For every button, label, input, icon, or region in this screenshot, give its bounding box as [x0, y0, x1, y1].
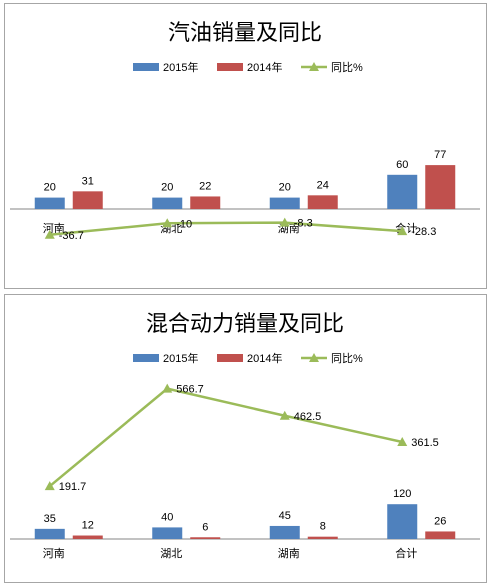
- legend-label-2015: 2015年: [163, 351, 198, 365]
- bar-label-2015: 120: [393, 488, 411, 500]
- plot-area: 35 12 河南 40 6 湖北 45 8 湖南 120 26 合计 191.7 566.7 462.5 36…: [10, 383, 480, 560]
- bar-label-2015: 60: [396, 159, 408, 171]
- bar-label-2014: 22: [199, 180, 211, 192]
- yoy-marker: [162, 218, 173, 228]
- bar-label-2014: 24: [317, 179, 329, 191]
- bar-2014: [72, 191, 103, 209]
- bar-2014: [425, 165, 456, 209]
- bar-2014: [425, 531, 456, 539]
- yoy-label: 462.5: [294, 411, 322, 423]
- bar-2015: [269, 525, 300, 539]
- legend-label-yoy: 同比%: [331, 352, 363, 365]
- yoy-marker: [279, 410, 290, 420]
- yoy-label: 361.5: [411, 437, 439, 449]
- yoy-label: 566.7: [176, 384, 204, 396]
- bar-label-2015: 20: [279, 182, 291, 194]
- hybrid-chart-panel: 混合动力销量及同比 2015年 2014年 同比% 35 12 河南 40 6 湖北 45 8…: [4, 294, 487, 583]
- yoy-label: 191.7: [59, 481, 87, 493]
- category-label: 湖南: [278, 547, 300, 560]
- yoy-label: -8.3: [294, 218, 313, 230]
- yoy-marker: [44, 481, 55, 491]
- bar-label-2014: 6: [202, 521, 208, 533]
- bar-2015: [269, 197, 300, 209]
- category-label: 河南: [43, 222, 65, 235]
- yoy-line: [49, 221, 403, 237]
- legend-marker-yoy: [309, 62, 319, 71]
- bar-label-2014: 8: [320, 521, 326, 533]
- legend-swatch-2014: [217, 63, 243, 71]
- bar-label-2014: 31: [82, 175, 94, 187]
- category-label: 合计: [395, 546, 417, 560]
- yoy-label: -10: [176, 218, 192, 230]
- category-label: 湖北: [160, 547, 182, 560]
- chart-title: 混合动力销量及同比: [146, 311, 344, 336]
- bar-label-2014: 77: [434, 149, 446, 161]
- hybrid-chart: 混合动力销量及同比 2015年 2014年 同比% 35 12 河南 40 6 湖北 45 8…: [10, 311, 480, 560]
- bar-label-2015: 20: [161, 182, 173, 194]
- yoy-label: -36.7: [59, 230, 84, 242]
- bar-label-2015: 45: [279, 510, 291, 522]
- yoy-label: -28.3: [411, 226, 436, 238]
- bar-2014: [190, 196, 221, 209]
- bar-2015: [34, 197, 65, 209]
- bar-label-2014: 12: [82, 520, 94, 532]
- bar-2014: [190, 537, 221, 539]
- yoy-marker: [162, 383, 173, 393]
- bar-label-2015: 35: [44, 513, 56, 525]
- bar-2014: [72, 535, 103, 539]
- chart-title: 汽油销量及同比: [168, 20, 322, 45]
- bar-2014: [307, 195, 338, 209]
- legend-label-2014: 2014年: [247, 60, 282, 74]
- legend-label-2015: 2015年: [163, 60, 198, 74]
- legend-swatch-2015: [133, 354, 159, 362]
- yoy-marker: [44, 229, 55, 239]
- bar-2015: [152, 197, 183, 209]
- bar-2015: [387, 174, 418, 209]
- yoy-marker: [397, 226, 408, 236]
- yoy-marker: [397, 437, 408, 447]
- legend-label-yoy: 同比%: [331, 61, 363, 74]
- gasoline-chart-panel: 汽油销量及同比 2015年 2014年 同比% 20 31 河南 20 22 湖北 20 24…: [4, 3, 487, 289]
- bar-label-2015: 20: [44, 182, 56, 194]
- legend-swatch-2015: [133, 63, 159, 71]
- bar-label-2014: 26: [434, 515, 446, 527]
- category-label: 河南: [43, 547, 65, 560]
- yoy-line: [48, 387, 403, 488]
- legend-swatch-2014: [217, 354, 243, 362]
- legend: 2015年 2014年 同比%: [133, 351, 363, 365]
- bar-2015: [387, 504, 418, 539]
- bar-2015: [34, 528, 65, 539]
- bar-2015: [152, 527, 183, 539]
- yoy-marker: [279, 217, 290, 227]
- legend-marker-yoy: [309, 353, 319, 362]
- bar-2014: [307, 536, 338, 539]
- legend-label-2014: 2014年: [247, 351, 282, 365]
- legend: 2015年 2014年 同比%: [133, 60, 363, 74]
- bar-label-2015: 40: [161, 511, 173, 523]
